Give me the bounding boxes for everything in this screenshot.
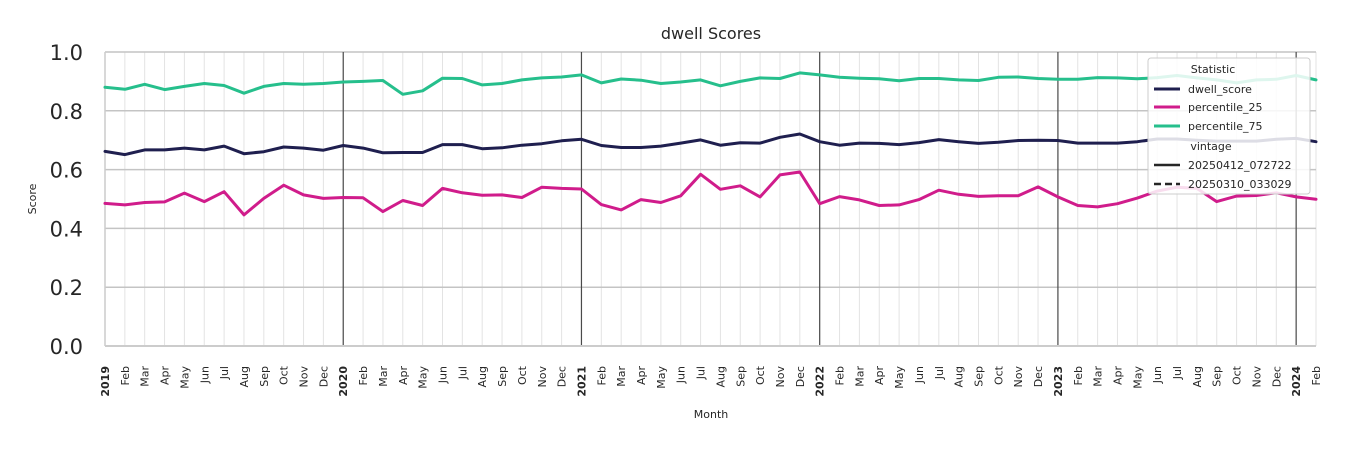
x-tick-label: Mar [139,366,152,387]
x-tick-label: 2024 [1290,366,1303,397]
x-tick-label: Sep [258,366,271,387]
legend-label-percentile-25: percentile_25 [1188,101,1263,114]
x-tick-label: Oct [754,365,767,385]
y-axis-label: Score [26,183,39,214]
x-tick-label: May [178,366,191,389]
x-tick-label: Apr [635,366,648,386]
x-tick-label: 2020 [337,366,350,397]
x-tick-label: Mar [1092,366,1105,387]
x-tick-label: Aug [1191,366,1204,387]
x-tick-label: May [417,366,430,389]
x-tick-label: Jun [436,366,449,384]
x-tick-label: Feb [357,366,370,385]
x-tick-label: Dec [1270,366,1283,387]
x-tick-label: Feb [1072,366,1085,385]
series-line-percentile-75 [103,71,1318,96]
x-tick-label: Nov [1012,366,1025,388]
x-tick-label: May [893,366,906,389]
legend: Statistic dwell_score percentile_25 perc… [1147,57,1311,195]
x-tick-label: Jun [675,366,688,384]
x-tick-label: Sep [496,366,509,387]
x-tick-label: Apr [873,366,886,386]
x-tick-label: 2021 [575,366,588,397]
x-tick-label: Aug [953,366,966,387]
x-tick-label: May [1131,366,1144,389]
x-tick-label: 2019 [99,366,112,397]
x-tick-label: Nov [1250,366,1263,388]
x-tick-label: Nov [774,366,787,388]
x-tick-label: Sep [734,366,747,387]
x-tick-label: Aug [238,366,251,387]
x-tick-label: Aug [714,366,727,387]
x-tick-label: Dec [1032,366,1045,387]
x-tick-label: Dec [317,366,330,387]
x-tick-label: Feb [834,366,847,385]
legend-header-vintage: vintage [1190,140,1232,153]
x-tick-label: Dec [556,366,569,387]
x-tick-label: Feb [119,366,132,385]
x-tick-label: Jul [218,366,231,380]
x-tick-label: Sep [1211,366,1224,387]
x-tick-label: Dec [794,366,807,387]
x-tick-label: 2022 [814,366,827,397]
legend-label-vintage-2: 20250310_033029 [1188,178,1291,191]
y-tick-label: 1.0 [50,41,83,65]
x-tick-label: Oct [992,365,1005,385]
legend-label-percentile-75: percentile_75 [1188,120,1263,133]
y-tick-label: 0.6 [50,159,83,183]
x-tick-label: Mar [377,366,390,387]
x-axis-label: Month [694,408,729,421]
x-tick-label: Apr [397,366,410,386]
x-tick-label: Jul [456,366,469,380]
x-tick-label: Oct [1231,365,1244,385]
series-line-dwell-score [103,132,1318,157]
x-tick-label: Apr [1111,366,1124,386]
legend-label-vintage-1: 20250412_072722 [1188,159,1291,172]
x-tick-label: Oct [516,365,529,385]
tick-labels: 0.0 0.2 0.4 0.6 0.8 1.0 2019 Feb Mar Apr May Jun Jul… [50,41,1323,397]
y-tick-label: 0.2 [50,276,83,300]
y-tick-label: 0.4 [50,217,83,241]
x-tick-label: Aug [476,366,489,387]
x-tick-label: Nov [298,366,311,388]
x-tick-label: Mar [853,366,866,387]
x-tick-label: Nov [536,366,549,388]
plot-area [103,71,1318,217]
x-tick-label: Jun [198,366,211,384]
x-tick-label: Mar [615,366,628,387]
x-tick-label: Jul [1171,366,1184,380]
legend-header-statistic: Statistic [1191,63,1236,76]
x-tick-label: Jul [695,366,708,380]
x-tick-label: Oct [278,365,291,385]
x-tick-label: Jun [913,366,926,384]
x-tick-label: Sep [973,366,986,387]
x-tick-label: Feb [595,366,608,385]
legend-box [1147,57,1311,195]
x-tick-label: Apr [159,366,172,386]
x-tick-label: Jul [933,366,946,380]
chart-title: dwell Scores [661,24,761,43]
x-tick-label: Jun [1151,366,1164,384]
y-tick-label: 0.8 [50,100,83,124]
legend-label-dwell-score: dwell_score [1188,83,1252,96]
x-tick-label: May [655,366,668,389]
series-line-percentile-25 [103,170,1318,217]
y-tick-label: 0.0 [50,335,83,359]
x-tick-label: 2023 [1052,366,1065,397]
x-tick-label: Feb [1310,366,1323,385]
